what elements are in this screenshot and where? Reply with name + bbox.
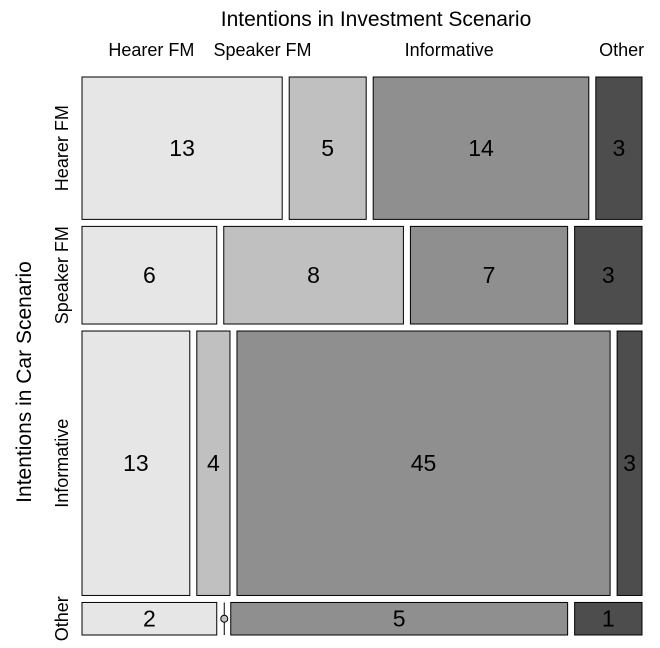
tile-informative-informative [236,330,611,596]
column-label-informative: Informative [405,40,494,60]
tile-other-speaker-fm-empty-marker [220,614,229,623]
row-label-informative: Informative [52,419,72,508]
mosaic-tiles: 13 5 14 3 6 8 7 3 13 4 45 3 2 5 1 [81,76,643,636]
tile-hearer-fm-hearer-fm-value: 13 [169,135,195,161]
tile-other-hearer-fm [81,601,218,636]
tile-speaker-fm-other-value: 3 [602,262,615,288]
column-label-hearer-fm: Hearer FM [108,40,194,60]
tile-hearer-fm-hearer-fm [81,76,283,220]
tile-speaker-fm-speaker-fm-value: 8 [307,262,320,288]
tile-speaker-fm-hearer-fm-value: 6 [143,262,156,288]
tile-hearer-fm-other-value: 3 [613,135,626,161]
tile-other-informative [230,601,569,636]
tile-speaker-fm-hearer-fm [81,225,218,325]
tile-other-other-value: 1 [602,606,615,632]
row-labels: Hearer FM Speaker FM Informative Other [52,105,72,641]
tile-informative-speaker-fm [196,330,231,596]
tile-informative-speaker-fm-value: 4 [207,450,220,476]
tile-informative-other-value: 3 [623,450,636,476]
y-axis-label: Intentions in Car Scenario [13,261,36,503]
tile-informative-hearer-fm [81,330,191,596]
tile-speaker-fm-informative-value: 7 [483,262,496,288]
tile-hearer-fm-speaker-fm [288,76,367,220]
tile-other-hearer-fm-value: 2 [143,606,156,632]
tile-informative-hearer-fm-value: 13 [123,450,149,476]
column-label-speaker-fm: Speaker FM [214,40,312,60]
tile-speaker-fm-informative [409,225,569,325]
tile-hearer-fm-speaker-fm-value: 5 [321,135,334,161]
column-labels: Hearer FM Speaker FM Informative Other [108,40,644,60]
tile-other-other [574,601,643,636]
tile-hearer-fm-informative-value: 14 [468,135,494,161]
row-label-hearer-fm: Hearer FM [52,105,72,191]
row-label-speaker-fm: Speaker FM [52,226,72,324]
column-label-other: Other [599,40,644,60]
tile-speaker-fm-speaker-fm [223,225,404,325]
chart-title: Intentions in Investment Scenario [221,8,532,31]
tile-hearer-fm-informative [372,76,590,220]
tile-hearer-fm-other [595,76,643,220]
tile-speaker-fm-other [574,225,643,325]
tile-informative-informative-value: 45 [411,450,437,476]
tile-informative-other [616,330,643,596]
row-label-other: Other [52,596,72,641]
tile-other-informative-value: 5 [393,606,406,632]
